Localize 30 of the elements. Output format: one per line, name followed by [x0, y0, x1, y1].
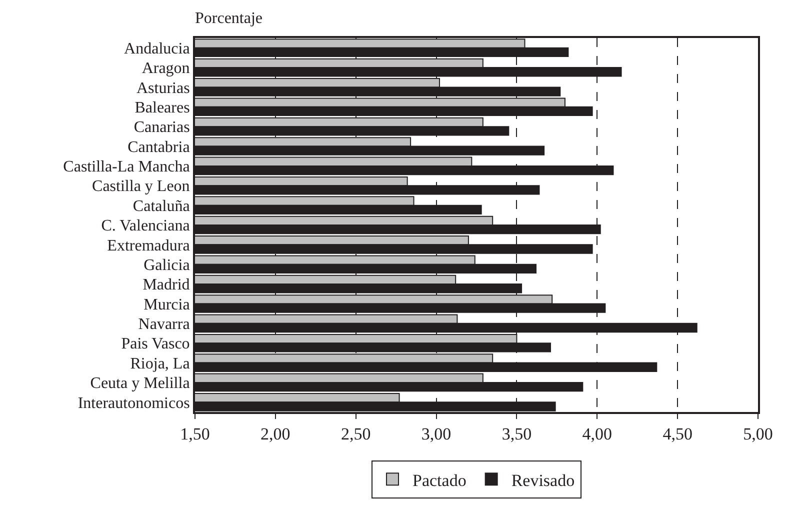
legend-label: Pactado — [412, 470, 466, 490]
x-tick-label: 1,50 — [180, 424, 210, 444]
y-tick-label: Castilla y Leon — [92, 178, 190, 196]
y-tick-label: Madrid — [142, 276, 190, 294]
x-tick-label: 3,00 — [421, 424, 452, 444]
y-tick-label: C. Valenciana — [101, 218, 190, 235]
y-tick-label: Extremadura — [107, 237, 190, 254]
x-tick-label: 5,00 — [743, 424, 773, 444]
y-tick-label: Ceuta y Melilla — [90, 375, 190, 392]
y-tick-label: Navarra — [138, 316, 190, 334]
y-tick-label: Rioja, La — [130, 355, 190, 372]
y-tick-label: Asturias — [136, 80, 190, 97]
y-tick-label: Interautonomicos — [78, 394, 190, 412]
y-tick-label: Cataluña — [132, 198, 190, 215]
y-tick-label: Murcia — [144, 296, 190, 314]
legend-label: Revisado — [511, 470, 575, 490]
y-tick-label: Baleares — [134, 99, 190, 116]
y-tick-label: Canarias — [134, 119, 190, 136]
x-tick-label: 4,00 — [582, 424, 612, 444]
y-tick-label: Cantabria — [128, 138, 190, 156]
y-tick-label: Pais Vasco — [121, 336, 190, 353]
y-tick-label: Castilla-La Mancha — [63, 158, 190, 176]
y-tick-label: Galicia — [144, 256, 190, 274]
x-tick-label: 2,50 — [340, 424, 371, 444]
y-tick-label: Andalucia — [124, 40, 190, 58]
x-tick-label: 4,50 — [662, 424, 692, 444]
x-tick-label: 2,00 — [260, 424, 290, 444]
chart-title: Porcentaje — [195, 10, 263, 27]
y-tick-label: Aragon — [142, 60, 190, 78]
x-tick-label: 3,50 — [502, 424, 532, 444]
